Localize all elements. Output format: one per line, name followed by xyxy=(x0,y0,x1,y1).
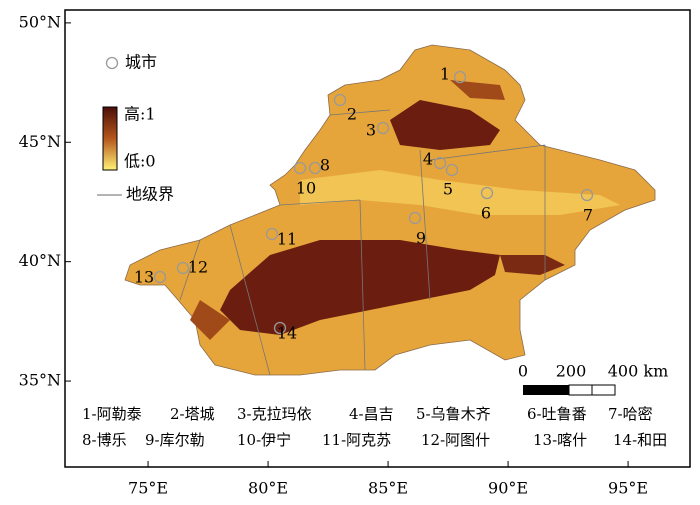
basin-high xyxy=(500,255,565,275)
boundary-line xyxy=(179,109,546,376)
city-caption: 8-博乐 xyxy=(82,431,127,449)
city-caption: 9-库尔勒 xyxy=(145,431,205,449)
x-tick-label: 95°E xyxy=(608,479,648,498)
city-number: 1 xyxy=(440,65,450,84)
city-marker xyxy=(376,121,390,135)
y-tick-label: 35°N xyxy=(19,371,61,390)
city-caption: 12-阿图什 xyxy=(421,431,490,449)
city-number: 14 xyxy=(277,324,297,343)
city-caption: 7-哈密 xyxy=(608,405,653,423)
city-marker xyxy=(408,211,422,225)
basin-high xyxy=(220,240,500,335)
city-number: 9 xyxy=(416,229,426,248)
city-marker xyxy=(445,163,459,177)
city-marker xyxy=(153,270,167,284)
city-caption: 5-乌鲁木齐 xyxy=(416,405,491,423)
city-marker xyxy=(453,70,467,84)
city-marker xyxy=(333,93,347,107)
city-marker xyxy=(176,261,190,275)
y-tick-label: 40°N xyxy=(19,251,61,270)
city-number: 2 xyxy=(347,105,357,124)
city-number: 12 xyxy=(188,258,208,277)
city-number: 4 xyxy=(423,150,433,169)
scale-bar xyxy=(523,385,569,395)
city-caption: 13-喀什 xyxy=(533,431,587,449)
colorbar xyxy=(102,106,118,171)
legend-boundary: 地级界 xyxy=(126,185,174,204)
mountain-belt xyxy=(300,170,620,215)
city-number: 6 xyxy=(481,204,491,223)
city-caption: 2-塔城 xyxy=(170,405,215,423)
city-number: 7 xyxy=(583,206,593,225)
city-caption: 3-克拉玛依 xyxy=(237,405,312,423)
city-number: 8 xyxy=(320,156,330,175)
city-number: 5 xyxy=(443,180,453,199)
city-marker xyxy=(433,156,447,170)
scale-label: 400 km xyxy=(608,362,669,381)
x-tick-label: 75°E xyxy=(128,479,168,498)
y-tick-label: 50°N xyxy=(19,12,61,31)
scale-label: 200 xyxy=(556,362,587,381)
x-tick-label: 85°E xyxy=(368,479,408,498)
legend-city-marker xyxy=(105,56,119,70)
city-marker xyxy=(293,161,307,175)
x-tick-label: 90°E xyxy=(488,479,528,498)
city-caption: 11-阿克苏 xyxy=(322,431,391,449)
city-number: 3 xyxy=(366,121,376,140)
city-marker xyxy=(308,161,322,175)
city-caption: 10-伊宁 xyxy=(237,431,291,449)
legend-low: 低:0 xyxy=(124,152,156,171)
city-marker xyxy=(273,321,287,335)
city-number: 10 xyxy=(296,179,316,198)
city-caption: 1-阿勒泰 xyxy=(82,405,142,423)
city-marker xyxy=(480,186,494,200)
city-number: 11 xyxy=(277,230,297,249)
city-number: 13 xyxy=(134,268,154,287)
city-caption: 6-吐鲁番 xyxy=(527,405,587,423)
city-marker xyxy=(580,188,594,202)
map-frame xyxy=(64,9,691,468)
legend-city: 城市 xyxy=(125,53,157,72)
city-caption: 4-昌吉 xyxy=(349,405,394,423)
scale-label: 0 xyxy=(518,362,528,381)
x-tick-label: 80°E xyxy=(248,479,288,498)
basin-high xyxy=(390,100,500,150)
y-tick-label: 45°N xyxy=(19,132,61,151)
city-marker xyxy=(265,227,279,241)
legend-high: 高:1 xyxy=(124,105,156,124)
city-caption: 14-和田 xyxy=(613,431,667,449)
